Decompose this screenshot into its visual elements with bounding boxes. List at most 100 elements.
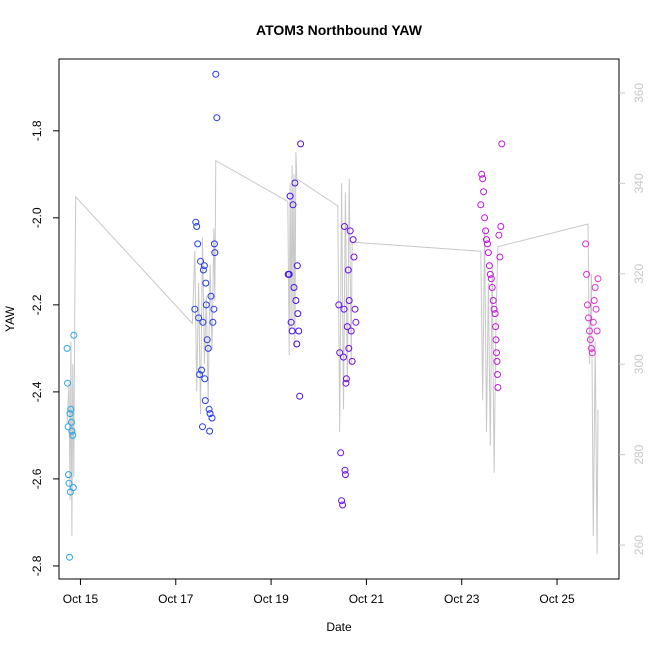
data-point [337,449,345,457]
data-point [191,305,199,313]
data-point [297,140,305,148]
data-point [584,301,591,309]
x-tick-label: Oct 23 [444,592,480,606]
y-right-tick-label: 260 [632,535,646,555]
x-tick-label: Oct 17 [158,592,194,606]
data-point [201,375,209,383]
data-point [339,501,347,509]
data-point [589,318,597,326]
yaw-line [66,151,599,555]
data-point [497,223,505,230]
data-point [587,344,595,352]
data-point [202,279,210,287]
data-point [199,318,207,326]
y-tick-label: -2.2 [30,294,44,315]
data-point [491,310,499,318]
data-point [486,270,494,278]
y-right-tick-label: 340 [632,173,646,193]
data-point [294,310,302,318]
data-point [492,323,500,331]
point-series [63,70,602,561]
y-tick-label: -1.8 [30,120,44,141]
data-point [485,262,493,270]
data-point [201,397,209,405]
data-point [487,275,495,283]
data-point [340,353,347,361]
data-point [496,253,504,261]
x-tick-label: Oct 25 [539,592,575,606]
data-point [345,297,353,304]
data-point [586,327,593,335]
data-point [199,266,207,274]
data-point [594,275,602,283]
data-point [588,349,596,357]
y-right-tick-label: 300 [632,354,646,374]
data-point [591,284,599,291]
data-point [204,344,212,352]
data-point [200,262,208,270]
data-point [66,553,73,561]
data-point [67,418,75,426]
data-point [286,192,294,200]
data-point [592,305,600,313]
data-point [341,466,349,474]
data-point [494,371,501,378]
data-point [199,423,206,431]
data-point [336,349,344,357]
plot-frame [58,58,620,580]
data-point [477,201,485,209]
data-point [492,336,500,344]
y-tick-label: -2.0 [30,207,44,228]
data-point [340,305,348,313]
data-point [347,327,355,335]
data-point [64,423,72,431]
data-point [483,236,490,244]
data-point [348,357,356,365]
data-point [197,257,204,265]
data-point [196,371,204,378]
data-point [352,318,360,326]
data-point [489,297,497,304]
data-point [67,405,75,413]
data-point [346,227,354,235]
data-point [208,414,216,422]
data-point [206,410,214,418]
data-point [481,214,489,222]
data-point [593,327,601,335]
line-series [66,151,599,555]
data-point [351,305,359,313]
data-point [490,305,498,313]
data-point [207,292,215,300]
y-axis-label: YAW [3,305,17,332]
x-axis: Oct 15 Oct 17 Oct 19 Oct 21 Oct 23 Oct 25 [63,579,575,606]
y-right-tick-label: 280 [632,444,646,464]
data-point [480,188,488,196]
data-point [69,484,77,492]
data-point [478,170,486,178]
y-tick-label: -2.4 [30,381,44,402]
data-point [194,240,202,248]
data-point [70,331,78,339]
data-point [293,262,301,270]
data-point [66,410,74,418]
data-point [583,270,591,278]
data-point [488,284,496,291]
data-point [292,297,300,304]
data-point [295,327,303,335]
data-point [498,140,506,148]
data-point [289,201,297,209]
data-point [211,249,219,257]
data-point [209,318,217,326]
data-point [341,223,348,230]
y-tick-label: -2.8 [30,555,44,576]
data-point [482,227,490,235]
data-point [210,240,218,248]
data-point [202,301,210,309]
y-axis-right: 260 280 300 320 340 360 [619,83,646,555]
data-point [63,344,71,352]
data-point [64,379,72,387]
data-point [495,231,503,239]
data-point [193,223,201,230]
y-right-tick-label: 360 [632,83,646,103]
